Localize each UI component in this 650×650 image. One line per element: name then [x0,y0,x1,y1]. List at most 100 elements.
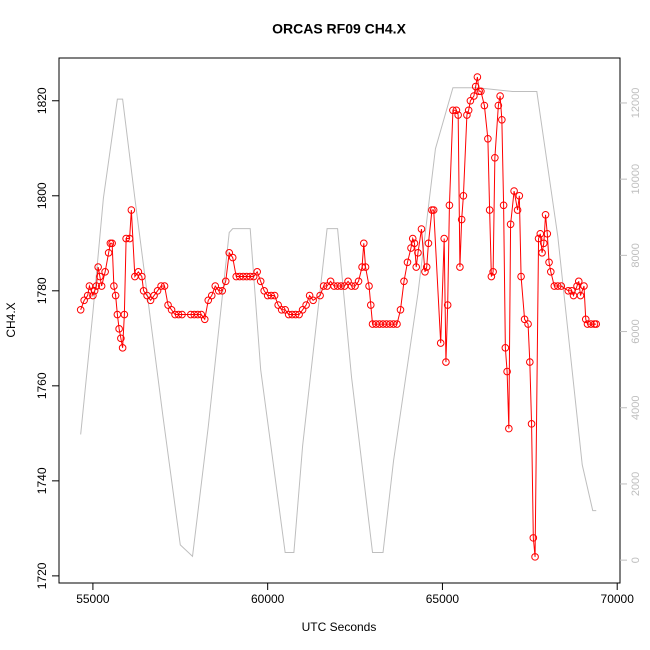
data-point [553,282,562,290]
data-point [347,282,356,290]
data-point [89,291,97,300]
data-point [526,358,534,366]
x-axis-label: UTC Seconds [302,620,377,634]
data-point [498,115,506,124]
data-point [422,263,431,271]
data-point [193,310,202,319]
data-point [503,367,511,376]
data-point [442,358,450,366]
y2-tick-label: 8000 [630,243,642,267]
data-point [309,296,317,305]
data-point [477,87,485,96]
y2-tick-label: 10000 [630,164,642,195]
data-point [436,339,445,347]
data-point [110,282,118,290]
y2-tick-label: 2000 [630,472,642,496]
series-line [80,76,597,557]
data-point [445,201,454,210]
y-tick-label: 1760 [35,372,49,399]
chart-title: ORCAS RF09 CH4.X [272,21,406,37]
y-tick-label: 1800 [35,182,49,209]
data-point [524,320,532,328]
data-point [127,206,136,214]
data-point [449,106,457,115]
data-point [396,306,405,314]
data-point [111,291,120,300]
data-point [529,534,538,542]
data-point [546,268,555,276]
data-point [456,263,464,271]
data-point [361,263,370,271]
data-point [90,287,99,295]
data-point [454,111,462,119]
data-point [83,291,92,300]
data-point [359,239,368,248]
data-point [452,106,461,115]
x-tick-label: 60000 [251,592,285,606]
data-point [494,101,503,110]
data-point [429,206,438,214]
data-point [440,234,448,243]
data-point [207,291,216,300]
y-axis-label: CH4.X [4,302,18,337]
data-point [94,263,102,271]
data-point [316,291,324,300]
y2-tick-label: 6000 [630,319,642,343]
data-point [118,344,127,352]
data-point [545,258,553,267]
data-point [489,268,497,276]
data-point [501,344,510,352]
data-point [267,291,275,300]
data-point [120,310,129,319]
data-point [580,282,588,290]
y2-tick-label: 0 [630,557,642,563]
data-point [160,282,169,290]
y-tick-label: 1720 [35,562,49,589]
data-point [457,215,466,224]
data-point [463,111,471,119]
data-point [505,424,513,433]
data-point [540,239,548,248]
data-point [506,220,515,229]
data-point [487,272,496,281]
plot-frame [58,57,621,584]
data-point [424,239,433,248]
data-point [541,210,550,219]
data-point [221,277,230,286]
y2-tick-label: 4000 [630,396,642,420]
data-point [117,334,125,343]
x-tick-label: 70000 [601,592,635,606]
data-point [291,310,300,319]
data-point [557,282,566,290]
data-point [97,282,106,290]
data-point [581,315,590,324]
data-point [302,301,310,309]
data-point [115,325,123,333]
data-point [101,268,109,276]
data-point [513,206,522,214]
data-point [400,277,408,286]
data-point [337,282,345,290]
data-point [403,258,412,267]
x-tick-label: 55000 [76,592,110,606]
data-point [96,272,104,281]
data-point [125,234,134,243]
data-point [253,268,261,276]
data-point [108,239,116,248]
data-point [473,73,482,81]
y-tick-label: 1740 [35,467,49,494]
data-point [574,277,583,286]
x-tick-label: 65000 [426,592,460,606]
data-point [270,291,279,300]
data-point [496,92,504,100]
y2-tick-label: 12000 [630,88,642,119]
data-point [464,106,473,115]
data-point [366,301,375,309]
data-point [104,248,113,257]
data-point [414,248,422,257]
data-point [567,287,576,295]
data-point [499,201,508,210]
y-tick-label: 1780 [35,277,49,304]
data-point [587,320,595,328]
data-point [319,282,328,290]
